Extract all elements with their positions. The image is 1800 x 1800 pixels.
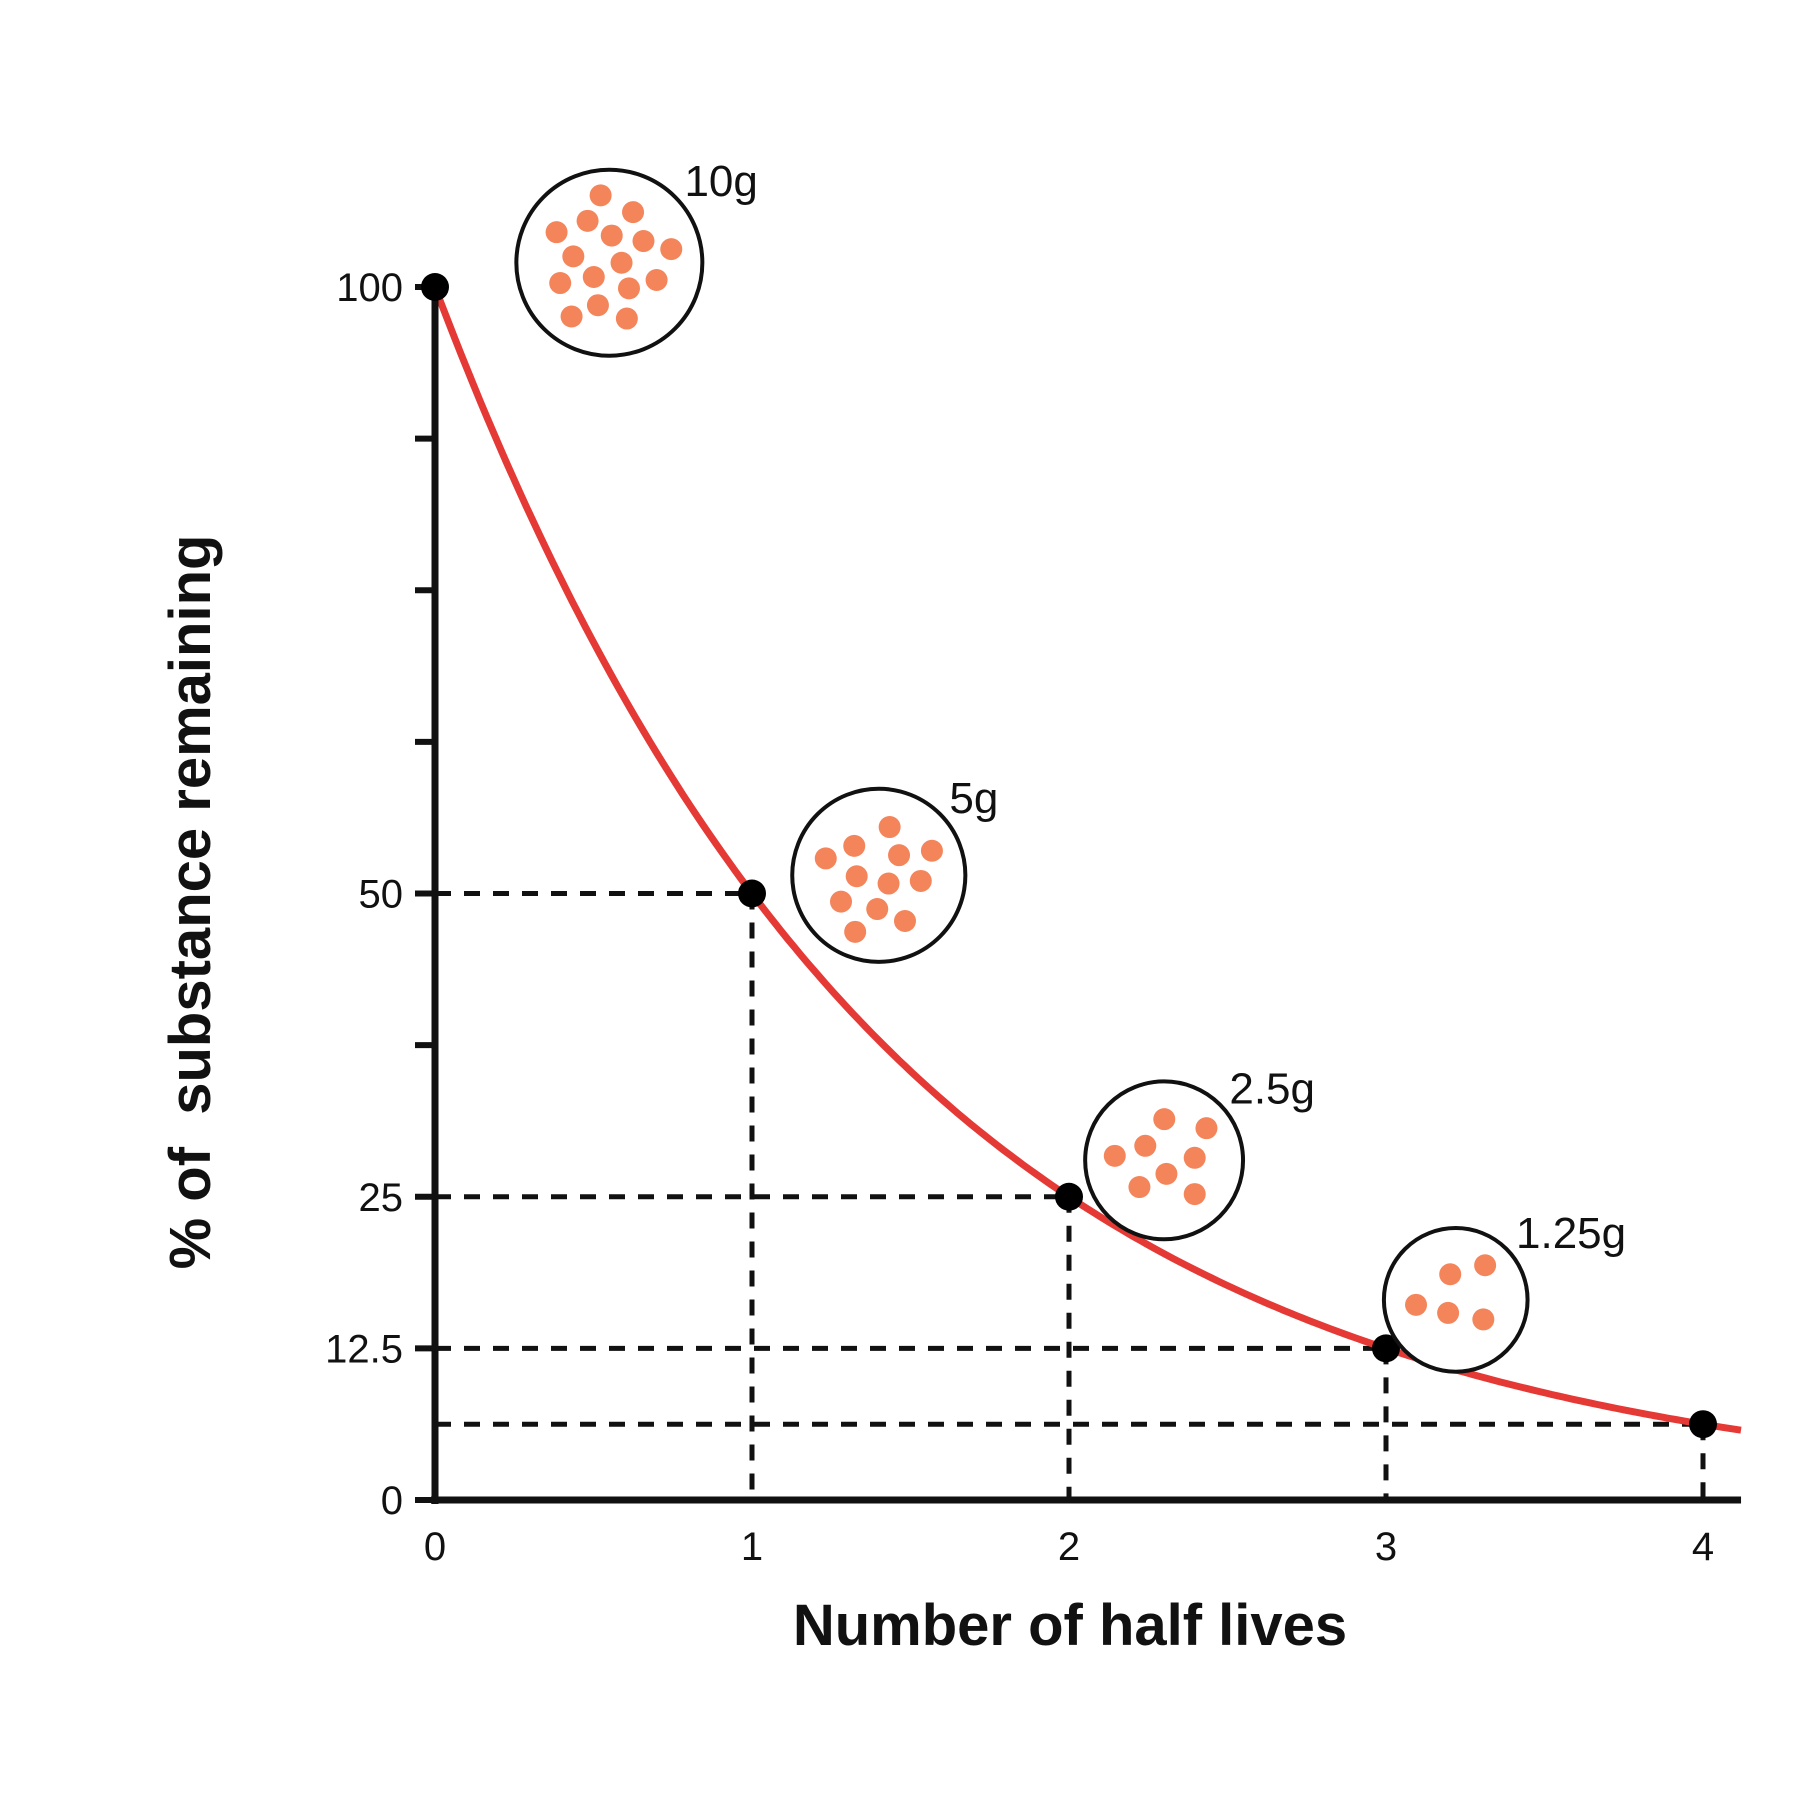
- particle: [844, 920, 867, 943]
- particle: [589, 184, 612, 207]
- particle: [909, 869, 932, 892]
- sample-2: 5g: [790, 774, 998, 964]
- particle: [1439, 1263, 1462, 1286]
- particle: [1183, 1183, 1206, 1206]
- y-tick-label: 0: [381, 1479, 403, 1523]
- particle: [1195, 1117, 1218, 1140]
- x-tick-label: 4: [1692, 1525, 1714, 1569]
- particle: [545, 221, 568, 244]
- x-tick-label: 0: [424, 1525, 446, 1569]
- sample-circle: [514, 167, 705, 358]
- particle: [615, 307, 638, 330]
- x-axis-ticks: 0 1 2 3 4: [424, 1525, 1714, 1569]
- sample-4: 1.25g: [1381, 1209, 1626, 1374]
- particle: [617, 277, 640, 300]
- y-tick-label: 12.5: [325, 1327, 403, 1371]
- particle: [645, 268, 668, 291]
- data-point: [738, 879, 766, 908]
- sample-circle: [1381, 1226, 1530, 1374]
- y-axis-ticks: 0 12.5 25 50 100: [325, 266, 435, 1523]
- particle: [878, 816, 901, 839]
- particle: [866, 898, 889, 921]
- particle: [610, 251, 633, 274]
- particle: [622, 201, 645, 224]
- particle: [576, 209, 599, 232]
- sample-3: 2.5g: [1083, 1065, 1315, 1242]
- x-tick-label: 1: [741, 1525, 763, 1569]
- particle: [1474, 1254, 1497, 1277]
- particle: [1405, 1293, 1428, 1316]
- sample-circles: 10g 5g 2.5g 1.25g: [514, 157, 1626, 1374]
- sample-1: 10g: [514, 157, 758, 358]
- particle: [632, 230, 655, 253]
- sample-mass-label: 1.25g: [1516, 1209, 1626, 1258]
- particle: [562, 245, 585, 268]
- particle: [1103, 1144, 1126, 1167]
- particle: [560, 305, 583, 328]
- data-point: [1372, 1334, 1400, 1363]
- y-tick-label: 25: [359, 1176, 404, 1220]
- data-point: [1689, 1410, 1717, 1439]
- particle: [1134, 1134, 1157, 1157]
- particle: [586, 294, 609, 317]
- x-tick-label: 2: [1058, 1525, 1080, 1569]
- particle: [1437, 1301, 1460, 1324]
- sample-mass-label: 2.5g: [1229, 1065, 1315, 1114]
- particle: [1183, 1146, 1206, 1169]
- particle: [877, 872, 900, 895]
- particle: [600, 224, 623, 247]
- x-tick-label: 3: [1375, 1525, 1397, 1569]
- particle: [660, 238, 683, 261]
- x-axis-title: Number of half lives: [793, 1593, 1347, 1658]
- y-tick-label: 50: [359, 873, 404, 917]
- particle: [1155, 1162, 1178, 1185]
- decay-curve: [431, 285, 1742, 1434]
- data-points: [421, 273, 1717, 1439]
- particle: [920, 839, 943, 862]
- data-point: [1055, 1182, 1083, 1211]
- particle: [893, 909, 916, 932]
- sample-circle: [790, 786, 968, 964]
- y-tick-label: 100: [336, 266, 403, 310]
- particle: [1128, 1176, 1151, 1199]
- data-point: [421, 273, 449, 301]
- particle: [582, 266, 605, 289]
- particle: [830, 890, 853, 913]
- particle: [843, 834, 866, 857]
- particle: [1153, 1108, 1176, 1131]
- particle: [845, 865, 868, 888]
- particle: [549, 272, 572, 295]
- particle: [888, 844, 911, 867]
- particle: [1472, 1308, 1495, 1331]
- y-axis-title: % of substance remaining: [158, 535, 223, 1270]
- dashed-guides: [435, 891, 1706, 1500]
- sample-mass-label: 5g: [949, 774, 998, 823]
- sample-mass-label: 10g: [684, 157, 757, 206]
- particle: [814, 847, 837, 870]
